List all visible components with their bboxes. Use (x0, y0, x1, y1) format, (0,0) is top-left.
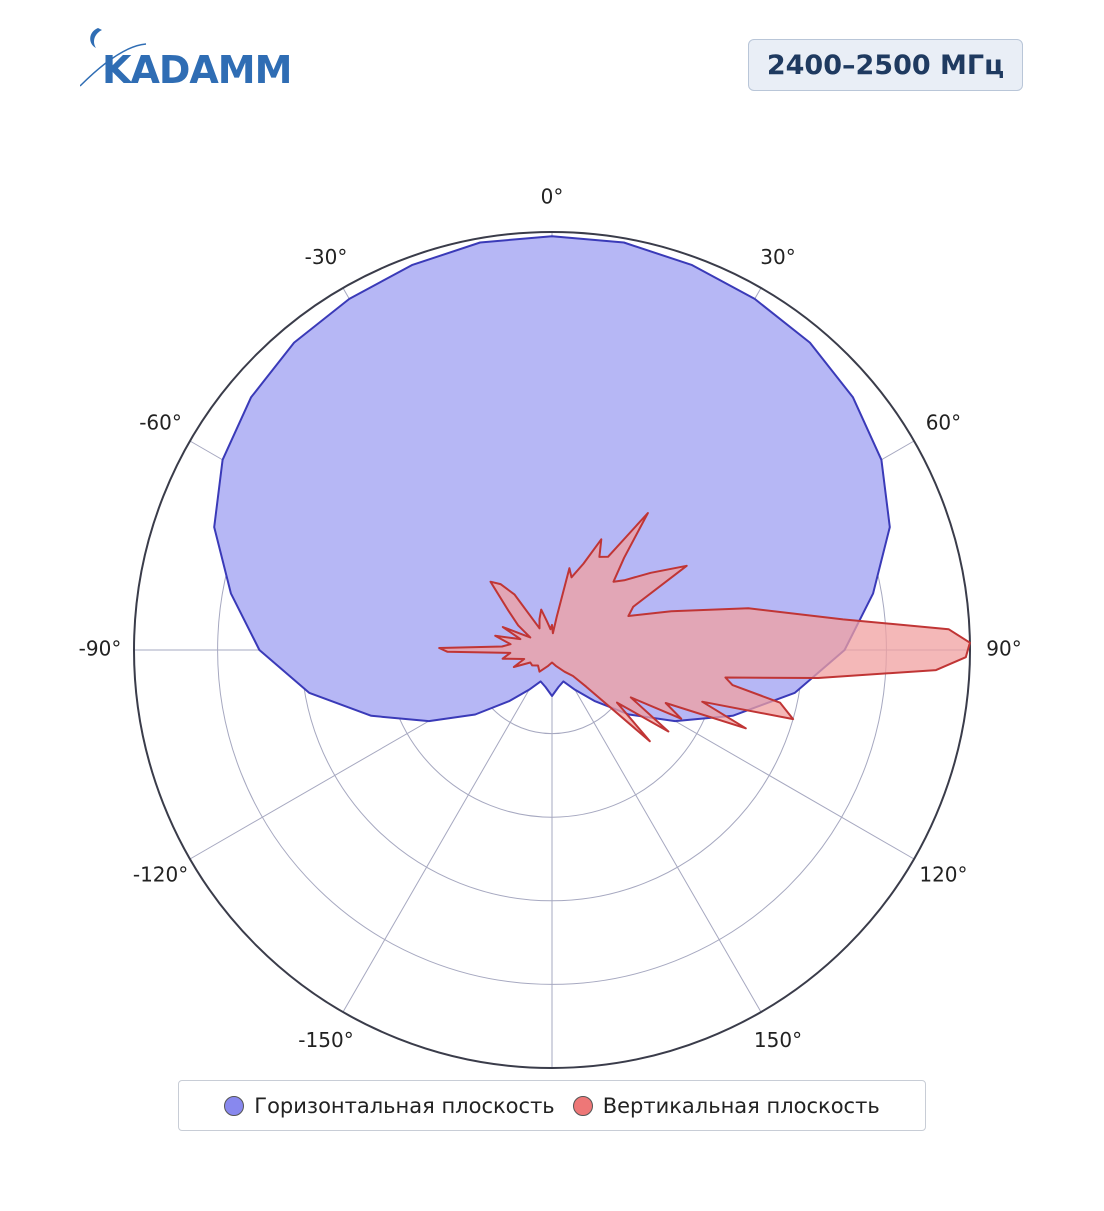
series-vertical-area (438, 512, 971, 743)
angle-label-0: 0° (541, 185, 564, 209)
radial-spoke-150 (551, 649, 762, 1013)
legend-label-vertical: Вертикальная плоскость (602, 1093, 880, 1118)
logo-mark-icon (80, 28, 147, 87)
outer-ring (133, 231, 971, 1069)
brand-name: KADAMM (102, 48, 292, 92)
frequency-badge: 2400–2500 МГц (748, 39, 1023, 91)
chart-legend: Горизонтальная плоскость Вертикальная пл… (178, 1080, 926, 1131)
angle-label-150: 150° (754, 1028, 802, 1052)
angle-label-90: 90° (986, 637, 1021, 661)
legend-label-horizontal: Горизонтальная плоскость (254, 1093, 555, 1118)
angle-label--30: -30° (305, 245, 348, 269)
angle-label-60: 60° (926, 411, 961, 435)
angle-label--60: -60° (139, 411, 182, 435)
legend-swatch-horizontal (224, 1095, 245, 1116)
brand-logo: KADAMM (80, 26, 292, 92)
angle-label--150: -150° (298, 1028, 353, 1052)
angle-label--90: -90° (79, 637, 122, 661)
angle-label-120: 120° (919, 863, 967, 887)
legend-item-horizontal[interactable]: Горизонтальная плоскость (224, 1093, 555, 1118)
legend-swatch-vertical (572, 1095, 593, 1116)
series-horizontal-area (213, 235, 891, 723)
legend-item-vertical[interactable]: Вертикальная плоскость (572, 1093, 880, 1118)
angle-label--120: -120° (133, 863, 188, 887)
angle-label-30: 30° (760, 245, 795, 269)
radial-spoke-210 (342, 649, 553, 1013)
angle-tick-labels: 0° 30° 60° 90° 120° 150° -150° -120° -90° -60° -30… (79, 185, 1022, 1052)
polar-series (213, 235, 971, 743)
